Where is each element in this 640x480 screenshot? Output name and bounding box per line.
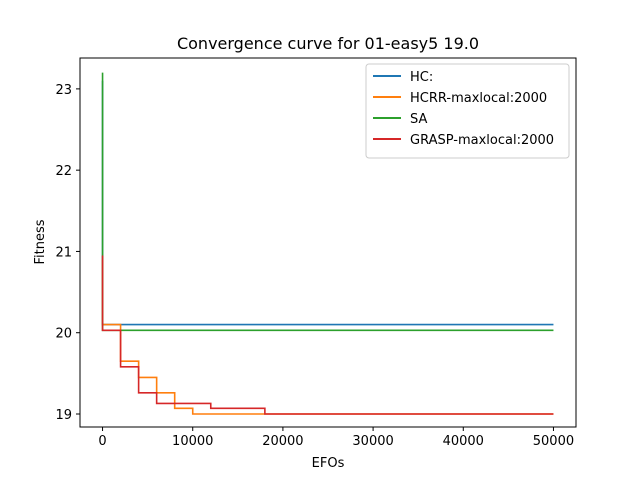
x-tick-label-0: 0	[98, 434, 106, 449]
x-axis-ticks: 0 10000 20000 30000 40000 50000	[98, 427, 574, 449]
legend-label-1: HCRR-maxlocal:2000	[410, 91, 547, 106]
y-tick-label-0: 19	[55, 408, 72, 423]
x-tick-label-2: 20000	[262, 434, 303, 449]
y-axis-label: Fitness	[33, 219, 48, 264]
y-tick-label-1: 20	[55, 327, 72, 342]
y-tick-label-2: 21	[55, 245, 72, 260]
y-axis-ticks: 19 20 21 22 23	[55, 83, 80, 423]
plot-series	[101, 72, 554, 415]
legend-label-0: HC:	[410, 70, 433, 85]
x-tick-label-1: 10000	[172, 434, 213, 449]
legend-label-3: GRASP-maxlocal:2000	[410, 133, 554, 148]
series-line-1	[101, 259, 554, 415]
x-tick-label-3: 30000	[352, 434, 393, 449]
x-tick-label-5: 50000	[533, 434, 574, 449]
y-tick-label-4: 23	[55, 83, 72, 98]
legend: HC: HCRR-maxlocal:2000 SA GRASP-maxlocal:20…	[365, 63, 570, 159]
x-tick-label-4: 40000	[443, 434, 484, 449]
legend-box	[365, 63, 570, 159]
plot-frame	[79, 57, 577, 428]
y-tick-label-3: 22	[55, 164, 72, 179]
series-line-3	[101, 255, 554, 415]
chart-title: Convergence curve for 01-easy5 19.0	[177, 34, 479, 53]
legend-label-2: SA	[410, 112, 427, 127]
x-axis-label: EFOs	[312, 456, 345, 471]
